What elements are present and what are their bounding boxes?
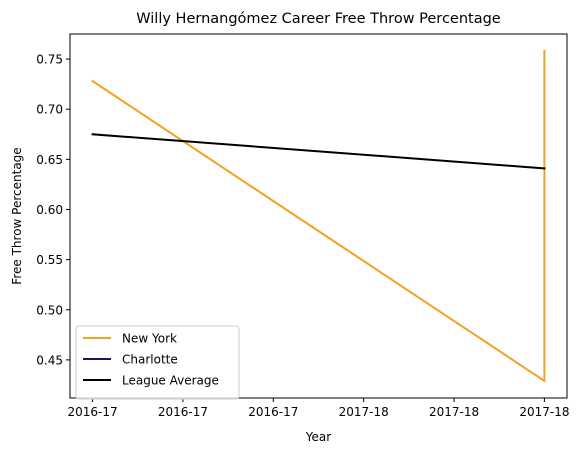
x-tick-label: 2017-18 <box>519 405 569 419</box>
axes-frame <box>69 33 568 399</box>
x-axis-title: Year <box>305 430 331 444</box>
x-tick-label: 2017-18 <box>339 405 389 419</box>
y-tick-label: 0.60 <box>36 203 63 217</box>
plot-area <box>91 50 546 382</box>
y-tick-label: 0.70 <box>36 103 63 117</box>
x-tick-label: 2017-18 <box>429 405 479 419</box>
legend-box <box>75 325 240 400</box>
legend-label: League Average <box>122 374 219 388</box>
y-tick-label: 0.75 <box>36 53 63 67</box>
series-line-0 <box>91 50 546 382</box>
legend-label: Charlotte <box>122 353 178 367</box>
y-tick-label: 0.55 <box>36 253 63 267</box>
y-tick-label: 0.65 <box>36 153 63 167</box>
x-tick-label: 2016-17 <box>248 405 298 419</box>
y-tick-label: 0.50 <box>36 303 63 317</box>
y-axis-title: Free Throw Percentage <box>10 147 24 284</box>
x-tick-label: 2016-17 <box>158 405 208 419</box>
axes: 2016-17 2016-17 2016-17 2017-18 2017-18 2017-… <box>36 33 569 419</box>
series-line-2 <box>91 133 546 170</box>
legend: New York Charlotte League Average <box>75 325 240 400</box>
x-tick-label: 2016-17 <box>68 405 118 419</box>
y-tick-label: 0.45 <box>36 353 63 367</box>
chart-title: Willy Hernangómez Career Free Throw Perc… <box>136 11 501 27</box>
legend-label: New York <box>122 332 177 346</box>
